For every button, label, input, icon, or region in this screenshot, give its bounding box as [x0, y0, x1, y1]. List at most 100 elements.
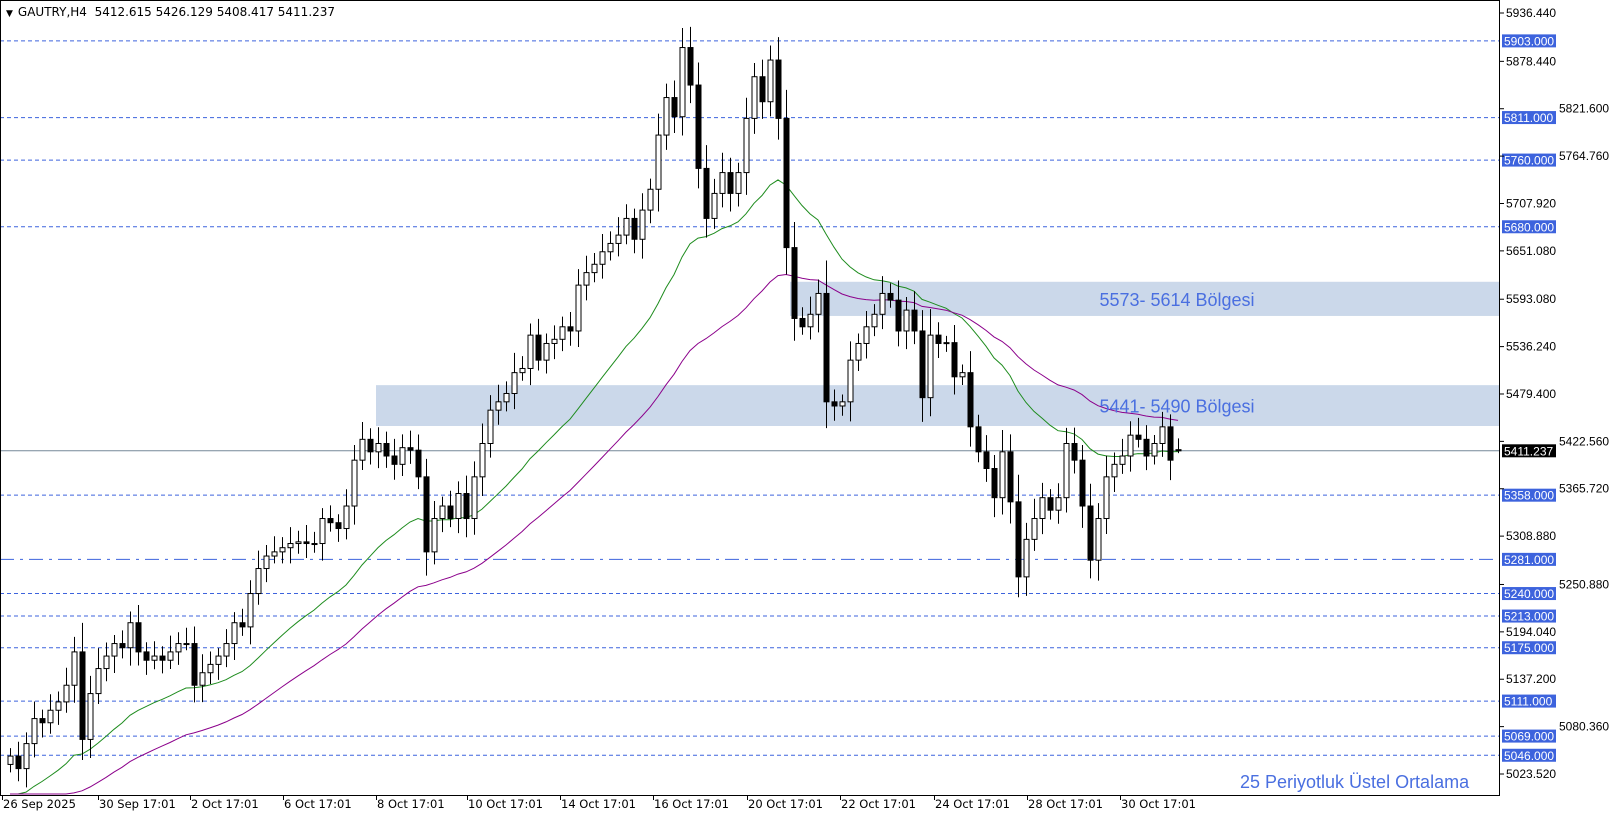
candle: [599, 234, 606, 279]
bear-candle-body: [631, 217, 638, 240]
bull-candle-body: [711, 192, 718, 219]
candle: [951, 325, 958, 395]
level-price-tag: [1502, 587, 1556, 601]
bull-candle-body: [199, 672, 206, 686]
level-price-label: 5281.000: [1504, 553, 1554, 567]
bear-candle-body: [1175, 449, 1182, 452]
candle: [1087, 483, 1094, 579]
bull-candle-body: [551, 338, 558, 344]
bull-candle-body: [23, 743, 30, 770]
current-price-tag: [1502, 444, 1556, 458]
candle: [559, 316, 566, 352]
bull-candle-body: [183, 643, 190, 646]
bull-candle-body: [511, 372, 518, 394]
candle: [663, 83, 670, 150]
x-tick-label: 16 Oct 17:01: [654, 797, 729, 811]
bear-candle-body: [991, 468, 998, 499]
bear-candle-body: [1079, 459, 1086, 507]
bear-candle-body: [327, 518, 334, 524]
candle: [71, 636, 78, 703]
bear-candle-body: [727, 172, 734, 194]
candle: [623, 204, 630, 245]
bear-candle-body: [687, 47, 694, 86]
candle: [775, 37, 782, 140]
level-price-tag: [1502, 694, 1556, 708]
bear-candle-body: [887, 292, 894, 301]
bull-candle-body: [311, 543, 318, 546]
bull-candle-body: [1063, 442, 1070, 499]
bull-candle-body: [495, 401, 502, 411]
bull-candle-body: [87, 693, 94, 740]
candle: [79, 622, 86, 761]
bull-candle-body: [903, 309, 910, 332]
candle: [511, 352, 518, 410]
current-price-label: 5411.237: [1504, 444, 1553, 458]
candle: [983, 435, 990, 482]
candle: [967, 351, 974, 447]
candle: [1015, 474, 1022, 598]
bear-candle-body: [823, 292, 830, 403]
ohlc-readout: 5412.615 5426.129 5408.417 5411.237: [94, 5, 336, 19]
candle: [1031, 498, 1038, 551]
candle: [607, 231, 614, 261]
bear-candle-body: [15, 755, 22, 770]
candle: [23, 732, 30, 788]
y-tick-label: 5194.040: [1506, 625, 1556, 639]
bull-candle-body: [279, 547, 286, 553]
candle: [1127, 421, 1134, 472]
candle: [695, 62, 702, 189]
candle: [383, 431, 390, 468]
y-tick-label: 5250.880: [1559, 577, 1609, 591]
candle: [319, 508, 326, 561]
bear-candle-body: [1135, 434, 1142, 440]
candle: [463, 475, 470, 538]
bull-candle-body: [175, 643, 182, 653]
bear-candle-body: [783, 117, 790, 249]
candle: [311, 531, 318, 553]
bull-candle-body: [815, 292, 822, 315]
bull-candle-body: [487, 409, 494, 444]
bull-candle-body: [1103, 476, 1110, 520]
bear-candle-body: [191, 643, 198, 686]
ema-fast-line: [10, 179, 1179, 795]
candle: [15, 741, 22, 782]
ema-slow-line: [10, 273, 1179, 795]
candle: [55, 691, 62, 725]
collapse-triangle-icon[interactable]: ▼: [6, 9, 13, 19]
bull-candle-body: [295, 541, 302, 545]
x-tick-label: 30 Sep 17:01: [99, 797, 176, 811]
candle: [639, 193, 646, 259]
bull-candle-body: [7, 755, 14, 765]
y-tick-label: 5821.600: [1559, 102, 1609, 116]
candle: [647, 178, 654, 224]
candle: [223, 629, 230, 668]
bull-candle-body: [743, 117, 750, 174]
x-tick-label: 28 Oct 17:01: [1028, 797, 1103, 811]
bull-candle-body: [647, 188, 654, 211]
bull-candle-body: [527, 334, 534, 369]
candle: [567, 312, 574, 346]
candle: [87, 675, 94, 758]
candle: [351, 444, 358, 525]
y-tick-label: 5936.440: [1506, 6, 1556, 20]
bear-candle-body: [775, 59, 782, 119]
candle: [95, 648, 102, 704]
bull-candle-body: [847, 359, 854, 403]
candle: [671, 80, 678, 133]
bear-candle-body: [703, 167, 710, 219]
bear-candle-body: [119, 643, 126, 649]
candle: [791, 221, 798, 341]
y-tick-label: 5023.520: [1506, 767, 1556, 781]
bull-candle-body: [751, 76, 758, 119]
bull-candle-body: [503, 392, 510, 403]
candle: [655, 113, 662, 212]
bull-candle-body: [1039, 497, 1046, 520]
candle: [167, 635, 174, 669]
bear-candle-body: [983, 451, 990, 470]
bull-candle-body: [591, 263, 598, 274]
bull-candle-body: [575, 284, 582, 332]
candle: [519, 356, 526, 381]
level-price-tag: [1502, 220, 1556, 234]
level-price-tag: [1502, 34, 1556, 48]
